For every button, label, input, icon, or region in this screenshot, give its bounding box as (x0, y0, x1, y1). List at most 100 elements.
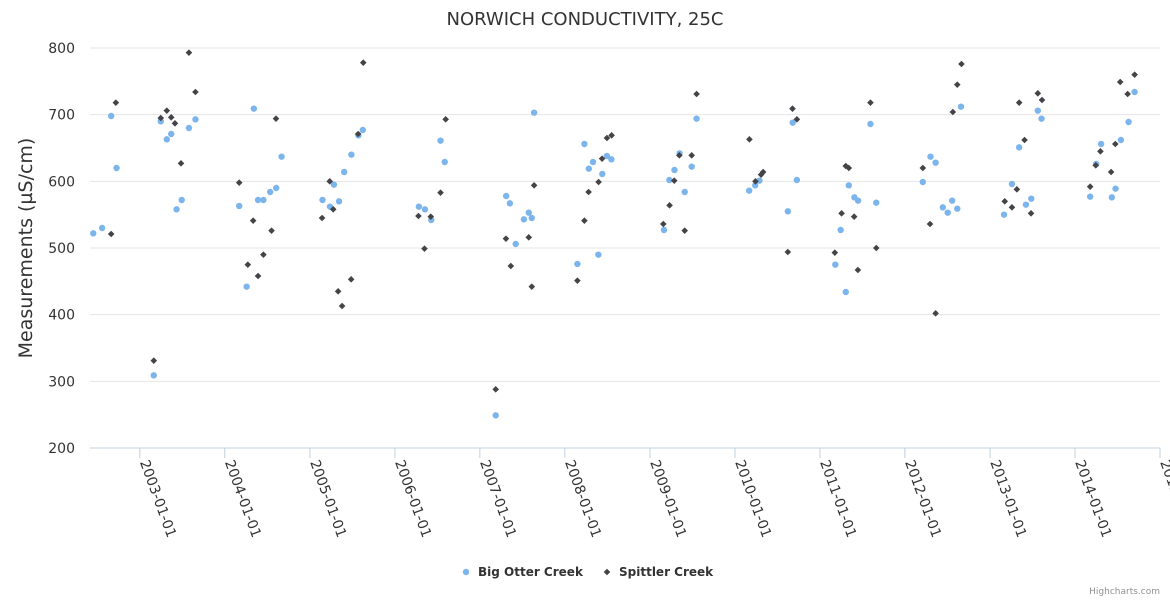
spittler-creek-point[interactable] (334, 288, 342, 295)
spittler-creek-point[interactable] (850, 213, 858, 220)
big-otter-creek-point[interactable] (437, 137, 444, 144)
spittler-creek-point[interactable] (347, 276, 355, 283)
spittler-creek-point[interactable] (1086, 183, 1094, 190)
spittler-creek-point[interactable] (492, 386, 500, 393)
big-otter-creek-point[interactable] (90, 230, 97, 237)
big-otter-creek-point[interactable] (867, 120, 874, 128)
big-otter-creek-point[interactable] (752, 182, 759, 189)
big-otter-creek-point[interactable] (359, 126, 366, 134)
big-otter-creek-point[interactable] (599, 170, 606, 178)
spittler-creek-point[interactable] (867, 99, 874, 106)
spittler-creek-point[interactable] (681, 227, 689, 234)
spittler-creek-point[interactable] (784, 248, 792, 256)
big-otter-creek-point[interactable] (608, 156, 615, 163)
big-otter-creek-point[interactable] (340, 168, 348, 176)
big-otter-creek-point[interactable] (1022, 201, 1030, 208)
big-otter-creek-point[interactable] (666, 176, 673, 184)
big-otter-creek-point[interactable] (98, 224, 106, 232)
spittler-creek-point[interactable] (177, 160, 185, 167)
spittler-creek-point[interactable] (838, 210, 845, 217)
big-otter-creek-point[interactable] (660, 226, 668, 234)
big-otter-creek-point[interactable] (250, 105, 258, 112)
spittler-creek-point[interactable] (427, 213, 435, 220)
big-otter-creek-point[interactable] (113, 164, 120, 172)
big-otter-creek-point[interactable] (927, 153, 934, 160)
spittler-creek-point[interactable] (1131, 71, 1138, 78)
big-otter-creek-point[interactable] (150, 372, 157, 379)
big-otter-creek-point[interactable] (944, 209, 951, 216)
big-otter-creek-point[interactable] (671, 166, 678, 174)
big-otter-creek-point[interactable] (603, 152, 611, 160)
spittler-creek-point[interactable] (659, 220, 667, 228)
spittler-creek-point[interactable] (688, 152, 695, 159)
spittler-creek-point[interactable] (1008, 204, 1016, 211)
spittler-creek-point[interactable] (953, 81, 961, 88)
big-otter-creek-point[interactable] (520, 216, 528, 223)
big-otter-creek-point[interactable] (837, 226, 844, 234)
spittler-creek-point[interactable] (163, 107, 171, 114)
spittler-creek-point[interactable] (171, 120, 179, 127)
spittler-creek-point[interactable] (932, 310, 939, 317)
big-otter-creek-point[interactable] (441, 158, 448, 166)
spittler-creek-point[interactable] (845, 164, 853, 172)
big-otter-creek-point[interactable] (1108, 194, 1116, 201)
spittler-creek-point[interactable] (326, 178, 334, 185)
spittler-creek-point[interactable] (793, 116, 801, 123)
big-otter-creek-point[interactable] (421, 206, 429, 213)
spittler-creek-point[interactable] (919, 164, 927, 172)
big-otter-creek-point[interactable] (574, 260, 581, 268)
spittler-creek-point[interactable] (842, 162, 850, 170)
big-otter-creek-point[interactable] (506, 200, 514, 207)
big-otter-creek-point[interactable] (1008, 180, 1016, 188)
big-otter-creek-point[interactable] (793, 176, 801, 184)
spittler-creek-point[interactable] (530, 182, 538, 189)
spittler-creek-point[interactable] (1013, 186, 1021, 193)
big-otter-creek-point[interactable] (157, 118, 164, 125)
spittler-creek-point[interactable] (949, 108, 957, 116)
spittler-creek-point[interactable] (670, 177, 678, 184)
big-otter-creek-point[interactable] (585, 165, 593, 172)
big-otter-creek-point[interactable] (845, 182, 852, 189)
spittler-creek-point[interactable] (926, 220, 934, 228)
spittler-creek-point[interactable] (872, 244, 880, 252)
legend[interactable]: Big Otter Creek Spittler Creek (462, 565, 714, 579)
spittler-creek-point[interactable] (746, 136, 753, 143)
big-otter-creek-point[interactable] (1038, 115, 1045, 122)
big-otter-creek-point[interactable] (1015, 144, 1023, 151)
spittler-creek-point[interactable] (192, 88, 199, 96)
big-otter-creek-point[interactable] (957, 103, 965, 110)
big-otter-creek-point[interactable] (335, 198, 343, 205)
spittler-creek-point[interactable] (1015, 99, 1023, 106)
big-otter-creek-point[interactable] (168, 130, 175, 138)
spittler-creek-point[interactable] (595, 178, 602, 186)
spittler-creek-point[interactable] (244, 261, 252, 268)
big-otter-creek-point[interactable] (273, 184, 280, 192)
big-otter-creek-point[interactable] (178, 196, 185, 204)
spittler-creek-point[interactable] (329, 206, 337, 213)
big-otter-creek-point[interactable] (1112, 185, 1119, 192)
spittler-creek-point[interactable] (415, 212, 422, 220)
spittler-creek-point[interactable] (789, 105, 796, 112)
big-otter-creek-point[interactable] (492, 412, 499, 419)
spittler-creek-point[interactable] (598, 155, 606, 162)
big-otter-creek-point[interactable] (1034, 107, 1042, 114)
spittler-creek-point[interactable] (150, 357, 158, 364)
spittler-creek-point[interactable] (272, 115, 280, 122)
spittler-creek-point[interactable] (268, 227, 275, 234)
big-otter-creek-point[interactable] (502, 192, 510, 200)
spittler-creek-point[interactable] (585, 188, 592, 196)
spittler-creek-point[interactable] (502, 235, 510, 242)
spittler-creek-point[interactable] (1112, 140, 1119, 148)
spittler-creek-point[interactable] (1092, 162, 1100, 169)
big-otter-creek-point[interactable] (693, 115, 700, 122)
big-otter-creek-point[interactable] (163, 136, 171, 143)
big-otter-creek-point[interactable] (784, 208, 792, 215)
big-otter-creek-point[interactable] (415, 203, 423, 210)
big-otter-creek-point[interactable] (528, 214, 535, 222)
spittler-creek-point[interactable] (1027, 210, 1035, 217)
big-otter-creek-point[interactable] (1028, 195, 1035, 202)
spittler-creek-point[interactable] (528, 283, 536, 290)
big-otter-creek-point[interactable] (319, 196, 326, 204)
spittler-creek-point[interactable] (581, 217, 588, 224)
big-otter-creek-point[interactable] (745, 187, 753, 194)
